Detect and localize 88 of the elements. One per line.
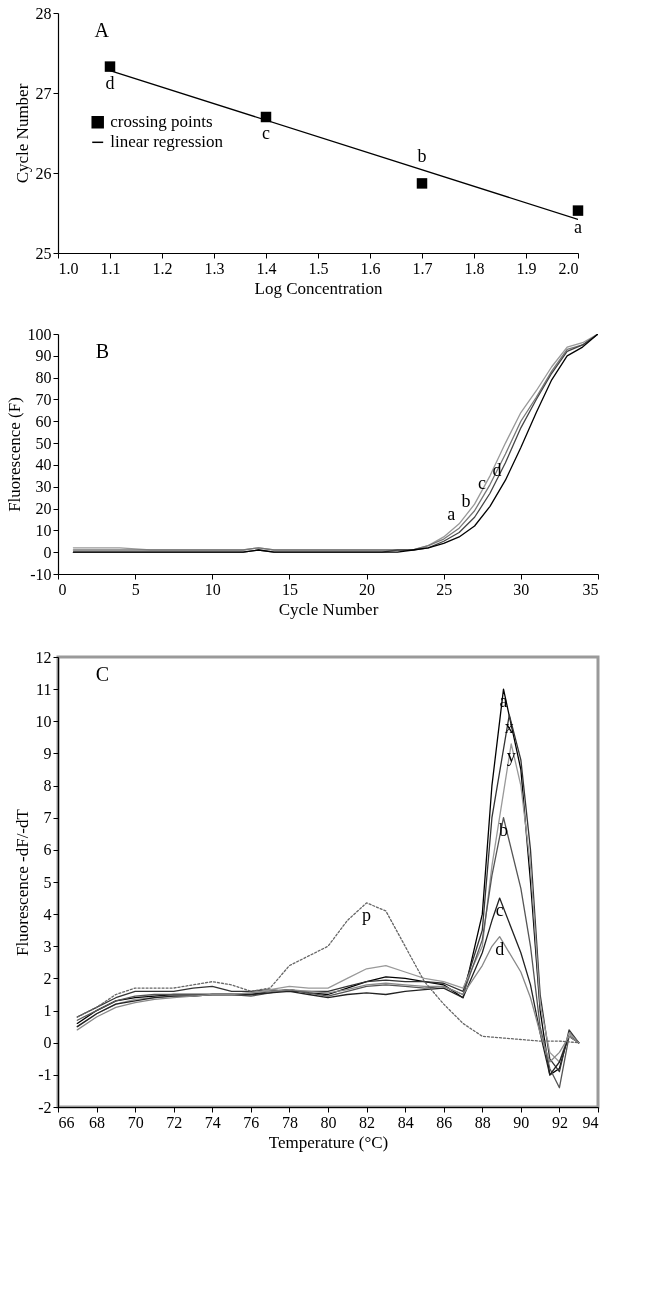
y-tick-label: -10 [30,565,52,583]
y-tick-label: 9 [43,744,52,762]
x-tick-label: 70 [127,1113,144,1131]
x-tick-label: 1.9 [516,259,537,277]
x-tick-label: 86 [436,1113,453,1131]
x-tick-label: 35 [582,580,599,598]
x-tick-label: 1.8 [464,259,485,277]
y-tick-label: 27 [35,84,52,102]
y-tick-label: 30 [35,478,52,496]
y-tick-label: 2 [43,969,52,987]
x-tick-label: 25 [436,580,453,598]
x-tick-label: 76 [243,1113,260,1131]
y-tick-label: 20 [35,500,52,518]
x-tick-label: 68 [89,1113,106,1131]
x-tick-label: 1.0 [58,259,79,277]
annotation: C [95,663,110,685]
x-tick-label: 92 [551,1113,568,1131]
x-axis-title: Cycle Number [278,599,379,619]
y-tick-label: 5 [43,873,52,891]
y-tick-label: 26 [35,164,52,182]
annotation: c [262,123,270,143]
x-tick-label: 1.6 [360,259,381,277]
y-tick-label: 0 [43,1034,52,1052]
x-tick-label: 82 [359,1113,376,1131]
y-tick-label: 80 [35,369,52,387]
y-tick-label: 70 [35,390,52,408]
annotation: b [417,145,427,166]
y-tick-label: -1 [38,1066,52,1084]
annotation: a [574,216,582,237]
x-tick-label: 1.4 [256,259,277,277]
annotation: b [461,490,471,511]
annotation: c [495,900,504,921]
y-tick-label: 6 [43,841,52,859]
x-tick-label: 10 [204,580,221,598]
y-tick-label: 10 [35,712,52,730]
annotation: y [506,745,516,766]
legend-label: crossing points [110,112,213,132]
x-tick-label: 72 [166,1113,183,1131]
x-tick-label: 78 [281,1113,298,1131]
y-tick-label: 100 [27,325,52,343]
x-tick-label: 1.7 [412,259,433,277]
legend-label: linear regression [110,132,224,152]
annotation: B [95,340,110,362]
x-tick-label: 66 [58,1113,75,1131]
y-tick-label: 60 [35,412,52,430]
x-tick-label: 1.2 [152,259,173,277]
x-axis-title: Log Concentration [254,278,383,298]
y-tick-label: 40 [35,456,52,474]
y-tick-label: 0 [43,543,52,561]
x-tick-label: 30 [513,580,530,598]
y-tick-label: 7 [43,809,52,827]
x-tick-label: 90 [513,1113,530,1131]
y-axis-title: Fluorescence (F) [4,397,24,512]
y-axis-title: Fluorescence -dF/-dT [12,808,32,956]
annotation: a [447,503,456,524]
x-tick-label: 74 [204,1113,221,1131]
y-tick-label: 8 [43,777,52,795]
x-tick-label: 80 [320,1113,337,1131]
annotation: d [492,460,502,481]
y-tick-label: 50 [35,434,52,452]
x-tick-label: 5 [131,580,140,598]
y-tick-label: 11 [36,680,52,698]
y-tick-label: 25 [35,244,52,262]
y-tick-label: 12 [35,648,52,666]
x-tick-label: 94 [582,1113,599,1131]
y-tick-label: 90 [35,347,52,365]
x-tick-label: 88 [474,1113,491,1131]
annotation: p [362,904,372,925]
x-tick-label: 15 [281,580,298,598]
x-tick-label: 0 [58,580,67,598]
annotation: d [105,72,115,93]
x-tick-label: 84 [397,1113,414,1131]
y-tick-label: -2 [38,1098,52,1116]
y-tick-label: 4 [43,905,52,923]
annotation: A [94,19,110,41]
x-tick-label: 2.0 [558,259,579,277]
y-tick-label: 28 [35,4,52,22]
y-tick-label: 10 [35,521,52,539]
y-axis-title: Cycle Number [12,83,32,184]
x-axis-title: Temperature (°C) [268,1132,389,1152]
x-tick-label: 20 [359,580,376,598]
y-tick-label: 3 [43,937,52,955]
x-tick-label: 1.3 [204,259,225,277]
y-tick-label: 1 [43,1002,52,1020]
annotation: d [495,938,505,959]
x-tick-label: 1.1 [100,259,121,277]
x-tick-label: 1.5 [308,259,329,277]
annotation: c [478,473,486,494]
